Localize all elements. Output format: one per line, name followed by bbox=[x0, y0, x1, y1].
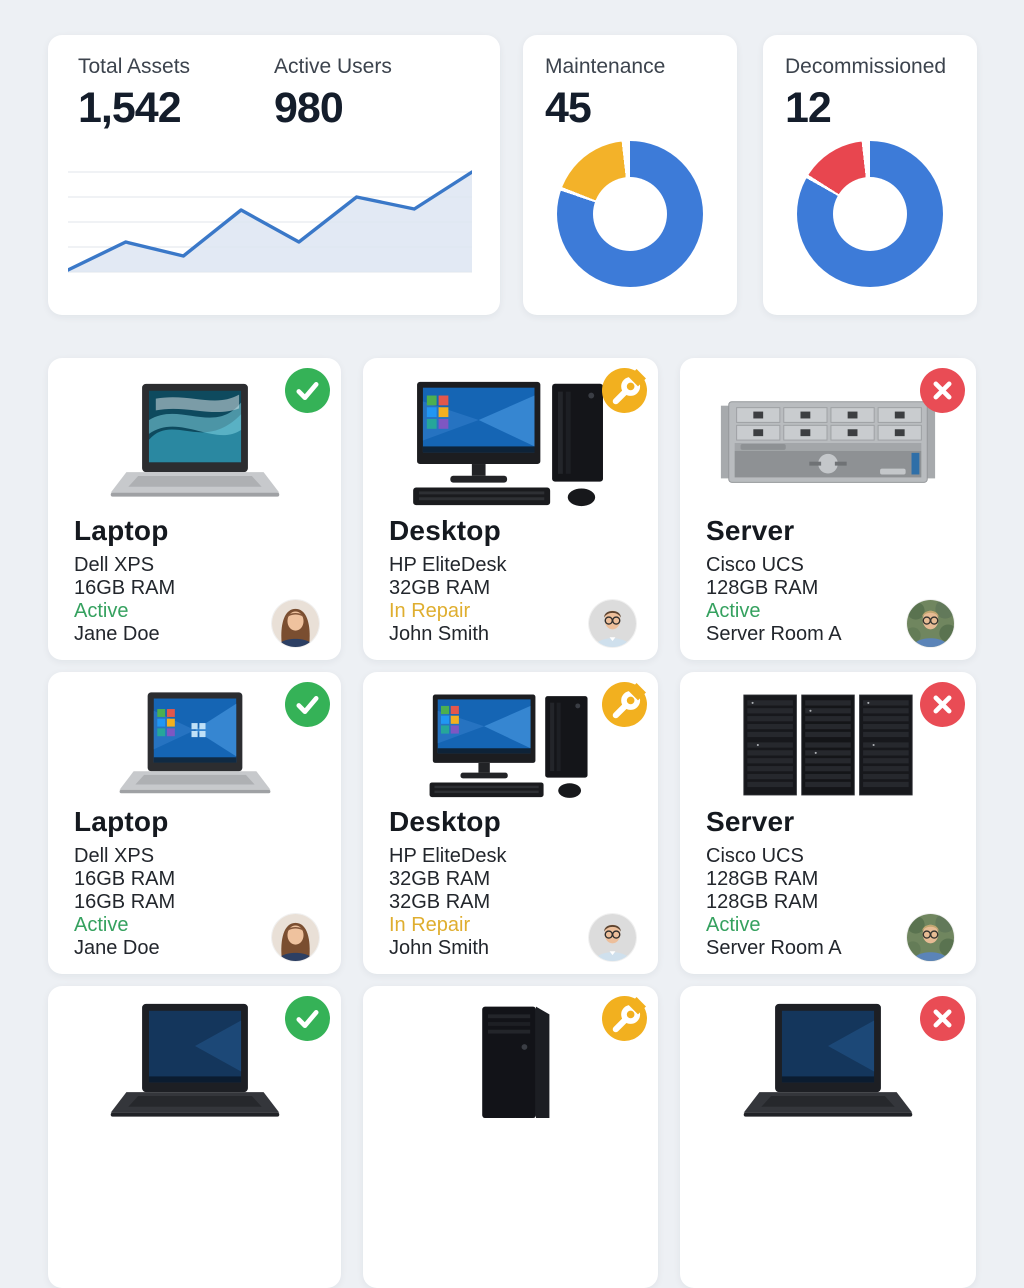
decommissioned-donut-chart bbox=[797, 141, 943, 287]
asset-model: Cisco UCS bbox=[706, 845, 804, 867]
asset-model: HP EliteDesk bbox=[389, 554, 507, 576]
stat-label: Decommissioned bbox=[785, 55, 947, 78]
asset-model: Dell XPS bbox=[74, 845, 155, 867]
asset-owner: Server Room A bbox=[706, 937, 842, 959]
avatar-john-smith bbox=[589, 914, 636, 961]
asset-grid: Laptop Dell XPS 16GB RAM Active Jane Doe… bbox=[48, 358, 976, 1288]
chart-line bbox=[68, 170, 472, 272]
stats-row: Total Assets 1,542 Active Users 980 Main… bbox=[48, 35, 977, 315]
avatar-jane-doe bbox=[272, 600, 319, 647]
asset-model: HP EliteDesk bbox=[389, 845, 507, 867]
asset-ram-2: 128GB RAM bbox=[706, 891, 819, 913]
asset-card-desktop-2[interactable]: Desktop HP EliteDesk 32GB RAM 32GB RAM I… bbox=[363, 672, 658, 974]
asset-type: Desktop bbox=[389, 806, 501, 837]
asset-card-laptop-3[interactable] bbox=[48, 986, 341, 1288]
stat-total-assets: Total Assets 1,542 bbox=[78, 55, 274, 133]
asset-type: Server bbox=[706, 806, 795, 837]
stat-label: Active Users bbox=[274, 55, 392, 78]
asset-status: Active bbox=[706, 914, 761, 936]
asset-ram: 128GB RAM bbox=[706, 577, 819, 599]
status-check-icon bbox=[285, 682, 330, 727]
asset-ram: 32GB RAM bbox=[389, 868, 491, 890]
asset-card-laptop-1[interactable]: Laptop Dell XPS 16GB RAM Active Jane Doe bbox=[48, 358, 341, 660]
asset-owner: John Smith bbox=[389, 623, 490, 645]
asset-ram-2: 16GB RAM bbox=[74, 891, 176, 913]
stat-value: 980 bbox=[274, 84, 344, 132]
asset-owner: Jane Doe bbox=[74, 937, 160, 959]
stat-active-users: Active Users 980 bbox=[274, 55, 470, 133]
asset-ram: 128GB RAM bbox=[706, 868, 819, 890]
stat-label: Total Assets bbox=[78, 55, 191, 78]
avatar-server-admin bbox=[907, 600, 954, 647]
stat-card-decommissioned: Decommissioned 12 bbox=[763, 35, 977, 315]
asset-status: Active bbox=[706, 600, 761, 622]
asset-ram: 16GB RAM bbox=[74, 577, 176, 599]
asset-type: Laptop bbox=[74, 515, 169, 546]
asset-status: In Repair bbox=[389, 914, 471, 936]
asset-owner: John Smith bbox=[389, 937, 490, 959]
status-x-icon bbox=[920, 996, 965, 1041]
status-wrench-icon bbox=[602, 368, 647, 413]
stat-value: 45 bbox=[545, 84, 592, 132]
asset-ram-2: 32GB RAM bbox=[389, 891, 491, 913]
asset-owner: Jane Doe bbox=[74, 623, 160, 645]
asset-status: Active bbox=[74, 914, 129, 936]
asset-card-server-1[interactable]: Server Cisco UCS 128GB RAM Active Server… bbox=[680, 358, 976, 660]
asset-type: Laptop bbox=[74, 806, 169, 837]
asset-card-laptop-4[interactable] bbox=[680, 986, 976, 1288]
asset-model: Dell XPS bbox=[74, 554, 155, 576]
maintenance-donut-chart bbox=[557, 141, 703, 287]
avatar-john-smith bbox=[589, 600, 636, 647]
stat-card-overview: Total Assets 1,542 Active Users 980 bbox=[48, 35, 500, 315]
asset-ram: 16GB RAM bbox=[74, 868, 176, 890]
status-wrench-icon bbox=[602, 682, 647, 727]
status-wrench-icon bbox=[602, 996, 647, 1041]
status-x-icon bbox=[920, 682, 965, 727]
asset-owner: Server Room A bbox=[706, 623, 842, 645]
chart-area-fill bbox=[68, 172, 472, 272]
stat-card-maintenance: Maintenance 45 bbox=[523, 35, 737, 315]
asset-card-desktop-1[interactable]: Desktop HP EliteDesk 32GB RAM In Repair … bbox=[363, 358, 658, 660]
asset-type: Desktop bbox=[389, 515, 501, 546]
asset-status: In Repair bbox=[389, 600, 471, 622]
asset-model: Cisco UCS bbox=[706, 554, 804, 576]
asset-status: Active bbox=[74, 600, 129, 622]
status-x-icon bbox=[920, 368, 965, 413]
avatar-jane-doe bbox=[272, 914, 319, 961]
asset-card-laptop-2[interactable]: Laptop Dell XPS 16GB RAM 16GB RAM Active… bbox=[48, 672, 341, 974]
stat-value: 1,542 bbox=[78, 84, 182, 132]
assets-trend-line-chart bbox=[68, 170, 472, 273]
asset-ram: 32GB RAM bbox=[389, 577, 491, 599]
stat-value: 12 bbox=[785, 84, 832, 132]
asset-type: Server bbox=[706, 515, 795, 546]
status-check-icon bbox=[285, 996, 330, 1041]
stat-label: Maintenance bbox=[545, 55, 666, 78]
asset-card-server-2[interactable]: Server Cisco UCS 128GB RAM 128GB RAM Act… bbox=[680, 672, 976, 974]
asset-card-tower-3[interactable] bbox=[363, 986, 658, 1288]
avatar-server-admin bbox=[907, 914, 954, 961]
status-check-icon bbox=[285, 368, 330, 413]
